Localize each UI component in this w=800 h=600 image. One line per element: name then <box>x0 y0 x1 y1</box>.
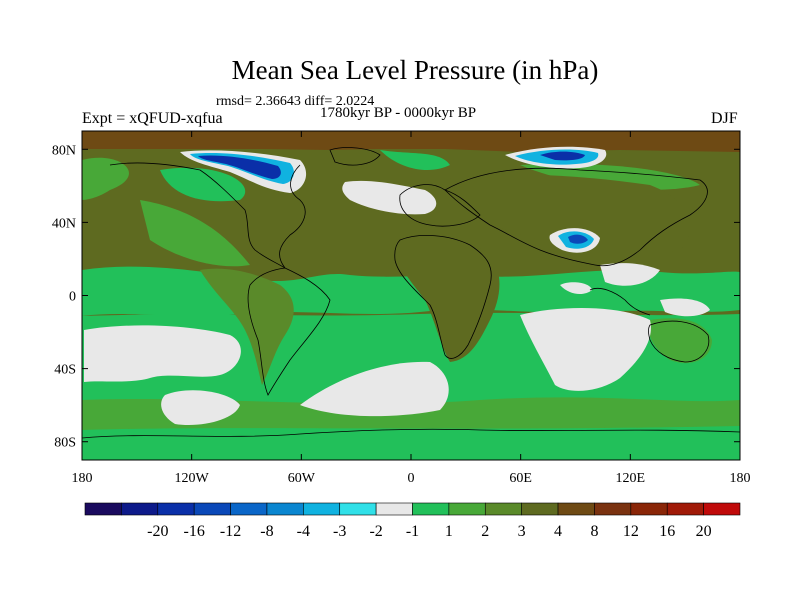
greenland-coast <box>329 147 381 166</box>
colorbar-label: -3 <box>333 523 346 540</box>
colorbar-label: 8 <box>590 523 598 540</box>
y-tick-label: 80S <box>54 436 76 451</box>
asia-coast <box>444 167 708 267</box>
colorbar-swatch <box>230 502 268 516</box>
axis-ticks: 180 120W 60W 0 60E 120E 180 80N 40N 0 40S 80S <box>52 131 751 486</box>
pressure-field <box>82 131 740 460</box>
indian-ocean-neutral <box>520 308 651 391</box>
colorbar-swatch <box>448 502 486 516</box>
x-tick-label: 180 <box>730 471 751 486</box>
antarctic-green-band <box>82 426 740 460</box>
colorbar-label: -20 <box>147 523 168 540</box>
west-pacific-neutral <box>600 263 660 286</box>
x-tick-label: 120W <box>175 471 210 486</box>
north-pacific-green <box>82 157 129 200</box>
canada-deep-blue <box>198 155 281 179</box>
experiment-label: Expt = xQFUD-xqfua <box>82 110 223 127</box>
y-tick-label: 40N <box>52 216 76 231</box>
southeast-pacific-neutral <box>161 390 240 426</box>
colorbar-label: 3 <box>518 523 526 540</box>
south-atlantic-neutral <box>300 361 449 417</box>
y-tick-label: 80N <box>52 143 76 158</box>
colorbar-swatch <box>375 502 413 516</box>
x-tick-label: 0 <box>408 471 415 486</box>
colorbar-swatch <box>484 502 522 516</box>
south-america-olive <box>200 268 294 385</box>
colorbar-label: -4 <box>297 523 310 540</box>
colorbar-label: 1 <box>445 523 453 540</box>
east-pacific-olive <box>140 200 250 267</box>
north-america-green <box>160 167 246 202</box>
colorbar-label: 4 <box>554 523 562 540</box>
north-america-east-coast <box>279 164 306 269</box>
colorbar-swatch <box>266 502 304 516</box>
colorbar-swatch <box>84 502 122 516</box>
australia-green <box>648 318 712 364</box>
eurasia-olive <box>440 174 690 255</box>
colorbar-swatch <box>157 502 195 516</box>
bay-of-bengal-neutral <box>560 282 592 295</box>
colorbar-swatch <box>412 502 450 516</box>
europe-coast <box>399 184 481 227</box>
colorbar-label: 20 <box>696 523 712 540</box>
stats-text: rmsd= 2.36643 diff= 2.0224 <box>216 94 375 109</box>
south-pacific-neutral <box>84 325 241 382</box>
season-label: DJF <box>711 110 738 127</box>
colorbar-label: -8 <box>260 523 273 540</box>
arctic-brown-patch <box>82 131 740 152</box>
colorbar-label: 12 <box>623 523 639 540</box>
colorbar: -20 -16 -12 -8 -4 -3 -2 -1 1 2 3 4 8 12 16 20 <box>84 502 741 540</box>
western-pacific-neutral-2 <box>660 298 710 317</box>
colorbar-label: 16 <box>659 523 675 540</box>
colorbar-label: -1 <box>406 523 419 540</box>
colorbar-swatch <box>521 502 559 516</box>
south-america-coast <box>247 267 331 396</box>
colorbar-label: -12 <box>220 523 241 540</box>
x-tick-label: 60W <box>288 471 316 486</box>
colorbar-swatch <box>121 502 159 516</box>
colorbar-swatch <box>630 502 668 516</box>
colorbar-swatch <box>666 502 704 516</box>
plot-title: Mean Sea Level Pressure (in hPa) <box>231 55 599 85</box>
siberia-deep-blue <box>540 151 585 161</box>
y-tick-label: 0 <box>69 290 76 305</box>
x-tick-label: 180 <box>72 471 93 486</box>
colorbar-swatch <box>703 502 741 516</box>
north-atlantic-green <box>380 150 450 170</box>
colorbar-swatch <box>594 502 632 516</box>
period-label: 1780kyr BP - 0000kyr BP <box>320 105 477 121</box>
africa-coast <box>394 235 492 359</box>
tibet-blue <box>568 234 588 244</box>
x-tick-label: 60E <box>509 471 532 486</box>
colorbar-swatch <box>303 502 341 516</box>
africa-olive <box>395 235 500 362</box>
indonesia-coast <box>589 287 651 316</box>
australia-coast <box>648 320 710 363</box>
antarctica-coast <box>82 428 740 439</box>
x-tick-label: 120E <box>616 471 646 486</box>
colorbar-swatch <box>557 502 595 516</box>
colorbar-label: -2 <box>369 523 382 540</box>
north-america-coast <box>109 162 286 269</box>
coastlines <box>82 147 740 439</box>
colorbar-swatch <box>339 502 377 516</box>
siberia-green <box>520 163 700 190</box>
colorbar-label: -16 <box>184 523 205 540</box>
colorbar-swatch <box>193 502 231 516</box>
north-atlantic-neutral <box>342 180 437 215</box>
colorbar-label: 2 <box>481 523 489 540</box>
y-tick-label: 40S <box>54 363 76 378</box>
